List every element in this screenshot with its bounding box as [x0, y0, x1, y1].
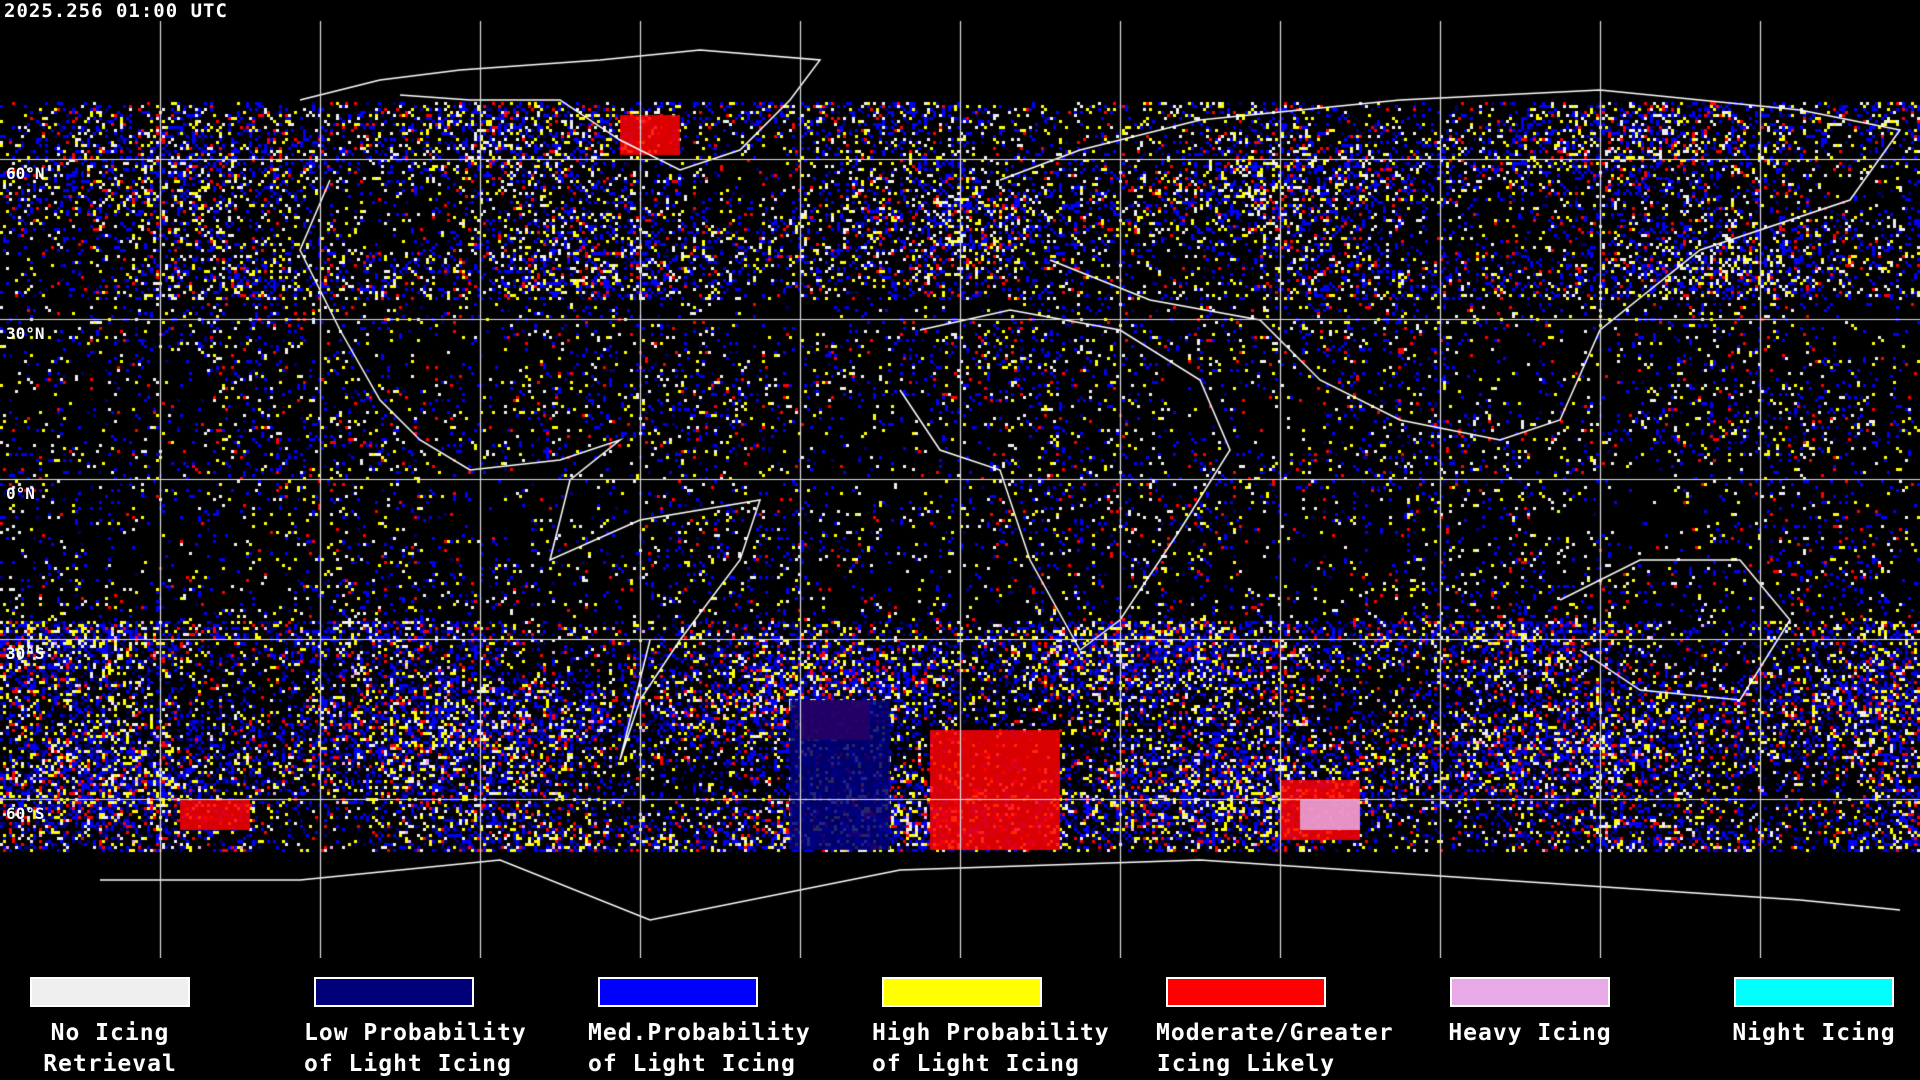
lat-label-60n: 60°N [6, 164, 45, 183]
legend-item: Heavy Icing [1440, 977, 1620, 1049]
lat-label-30n: 30°N [6, 324, 45, 343]
legend-item: High Probability of Light Icing [872, 977, 1110, 1080]
legend-swatch [1166, 977, 1326, 1007]
legend-item: Med.Probability of Light Icing [588, 977, 811, 1080]
legend-swatch [314, 977, 474, 1007]
legend-label: Moderate/Greater Icing Likely [1156, 1020, 1394, 1077]
legend-label: Med.Probability of Light Icing [588, 1020, 811, 1077]
legend-swatch [598, 977, 758, 1007]
legend-swatch [1734, 977, 1894, 1007]
legend-label: Night Icing [1732, 1020, 1896, 1046]
lat-label-60s: 60°S [6, 804, 45, 823]
lat-label-0: 0°N [6, 484, 35, 503]
legend-label: Low Probability of Light Icing [304, 1020, 527, 1077]
legend-item: No Icing Retrieval [20, 977, 200, 1080]
legend-swatch [882, 977, 1042, 1007]
lat-label-30s: 30°S [6, 644, 45, 663]
legend-label: No Icing Retrieval [43, 1020, 177, 1077]
legend-item: Night Icing [1724, 977, 1904, 1049]
legend-swatch [1450, 977, 1610, 1007]
legend-swatch [30, 977, 190, 1007]
legend-item: Moderate/Greater Icing Likely [1156, 977, 1394, 1080]
timestamp: 2025.256 01:00 UTC [4, 0, 228, 22]
legend-label: Heavy Icing [1448, 1020, 1612, 1046]
icing-map: 2025.256 01:00 UTC 60°N 30°N 0°N 30°S 60… [0, 0, 1920, 958]
icing-data-layer [0, 0, 1920, 958]
legend-label: High Probability of Light Icing [872, 1020, 1110, 1077]
legend-item: Low Probability of Light Icing [304, 977, 527, 1080]
